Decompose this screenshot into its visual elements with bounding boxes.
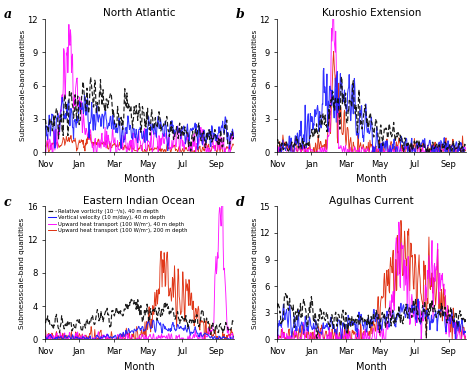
Y-axis label: Submesoscale-band quantities: Submesoscale-band quantities <box>252 30 258 141</box>
Title: North Atlantic: North Atlantic <box>103 8 175 18</box>
Y-axis label: Submesoscale-band quantities: Submesoscale-band quantities <box>252 217 258 329</box>
Title: Eastern Indian Ocean: Eastern Indian Ocean <box>83 196 195 206</box>
X-axis label: Month: Month <box>356 362 387 372</box>
Y-axis label: Submesoscale-band quantities: Submesoscale-band quantities <box>19 30 26 141</box>
Text: d: d <box>236 196 245 209</box>
Text: c: c <box>4 196 11 209</box>
Title: Agulhas Current: Agulhas Current <box>329 196 414 206</box>
Text: b: b <box>236 8 245 21</box>
X-axis label: Month: Month <box>124 362 155 372</box>
X-axis label: Month: Month <box>356 174 387 184</box>
Text: a: a <box>4 8 12 21</box>
Legend: Relative vorticity (10⁻⁵/s), 40 m depth, Vertical velocity (10 m/day), 40 m dept: Relative vorticity (10⁻⁵/s), 40 m depth,… <box>46 207 189 235</box>
Title: Kuroshio Extension: Kuroshio Extension <box>322 8 421 18</box>
X-axis label: Month: Month <box>124 174 155 184</box>
Y-axis label: Submesoscale-band quantities: Submesoscale-band quantities <box>19 217 26 329</box>
